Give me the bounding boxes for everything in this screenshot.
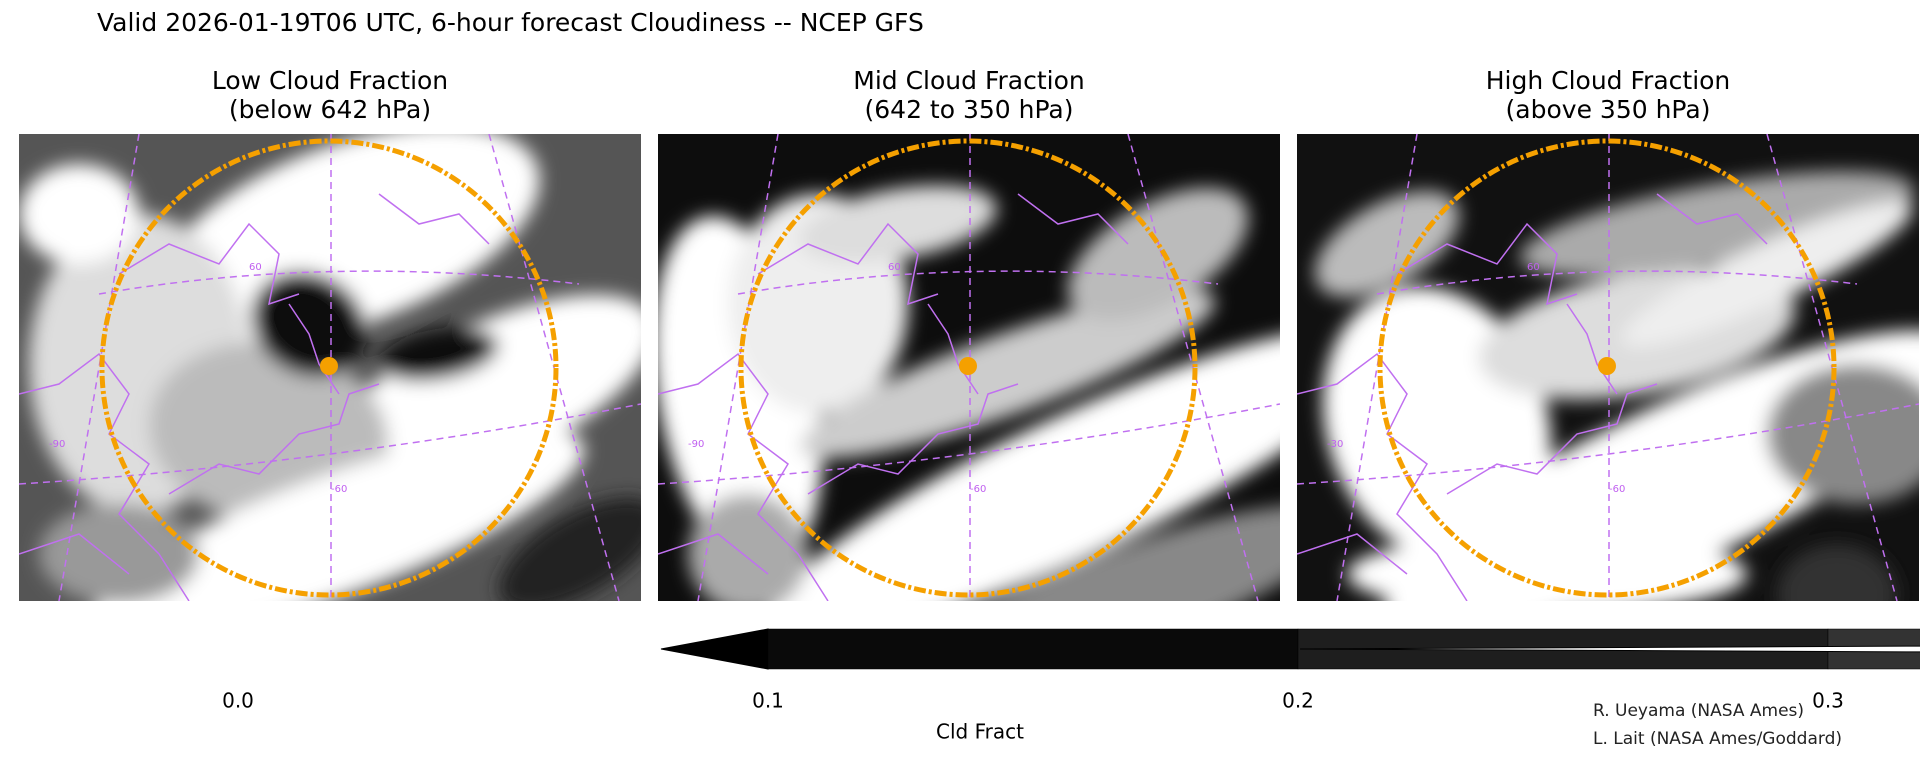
colorbar-triangle	[1299, 645, 1920, 653]
cloud	[1777, 544, 1897, 601]
grid-label: -60	[1609, 484, 1625, 495]
parallel	[658, 403, 1280, 485]
location-marker	[1598, 357, 1616, 375]
credit: L. Lait (NASA Ames/Goddard)	[1593, 729, 1842, 749]
cloud	[799, 185, 997, 263]
colorbar-tick-label: 0.1	[752, 689, 784, 713]
cloud	[800, 289, 1216, 459]
cloud	[1347, 534, 1747, 601]
boundary-circle	[738, 138, 1198, 598]
credit: R. Ueyama (NASA Ames)	[1593, 701, 1804, 721]
location-marker	[959, 357, 977, 375]
cloud	[93, 428, 585, 601]
cloud	[1767, 364, 1919, 504]
cloud	[768, 326, 1280, 601]
colorbar-label: Cld Fract	[936, 720, 1024, 744]
cloud	[498, 497, 641, 601]
meridian	[488, 134, 620, 601]
cloud	[930, 505, 1280, 601]
parallel	[98, 270, 580, 295]
cloud	[379, 327, 499, 381]
colorbar-tick-label: 0.0	[222, 689, 254, 713]
parallel	[1376, 270, 1858, 295]
grid-label: -60	[331, 484, 347, 495]
cloud	[251, 271, 367, 377]
colorbar-box	[767, 628, 1299, 670]
colorbar-tick-label: 0.3	[1812, 689, 1844, 713]
map-content: 60 -60 -30	[1297, 134, 1919, 601]
meridian	[1766, 134, 1898, 601]
cloud	[39, 504, 199, 601]
colorbar-triangle	[660, 628, 769, 670]
parallel	[1297, 403, 1919, 485]
grid-label: -60	[970, 484, 986, 495]
title: Valid 2026-01-19T06 UTC, 6-hour forecast…	[97, 8, 924, 37]
coastline	[19, 193, 490, 601]
cloud	[688, 494, 808, 601]
cloud	[1314, 191, 1460, 297]
boundary-circle	[1377, 138, 1837, 598]
boundary-circle	[99, 138, 559, 598]
map-content: 60 -60 -90	[19, 134, 641, 601]
panel-title: Low Cloud Fraction	[212, 66, 448, 95]
panel-title: Mid Cloud Fraction	[853, 66, 1084, 95]
map-panel: 60 -60 -90	[19, 134, 641, 601]
cloud	[1067, 187, 1249, 321]
panel-subtitle: (below 642 hPa)	[229, 95, 431, 124]
coastline	[658, 193, 1129, 601]
colorbar-tick-label: 0.2	[1282, 689, 1314, 713]
grid-label: -90	[688, 439, 704, 450]
meridian	[1336, 134, 1418, 601]
cloud	[1621, 201, 1913, 347]
grid-label: -30	[1327, 439, 1343, 450]
map-panel: 60 -60 -30	[1297, 134, 1919, 601]
meridian	[1127, 134, 1259, 601]
meridian	[58, 134, 140, 601]
map-panel: 60 -60 -90	[658, 134, 1280, 601]
grid-label: 60	[249, 262, 262, 273]
cloud	[19, 164, 139, 264]
grid-label: -90	[49, 439, 65, 450]
map-content: 60 -60 -90	[658, 134, 1280, 601]
parallel	[19, 403, 641, 485]
meridian	[697, 134, 779, 601]
clouds	[658, 185, 1280, 601]
grid-label: 60	[1527, 262, 1540, 273]
parallel	[737, 270, 1219, 295]
coastline	[1297, 193, 1768, 601]
panel-title: High Cloud Fraction	[1486, 66, 1731, 95]
panel-subtitle: (642 to 350 hPa)	[865, 95, 1074, 124]
location-marker	[320, 357, 338, 375]
panel-subtitle: (above 350 hPa)	[1506, 95, 1711, 124]
grid-label: 60	[888, 262, 901, 273]
cloud	[1519, 171, 1915, 277]
cloud	[158, 134, 540, 343]
